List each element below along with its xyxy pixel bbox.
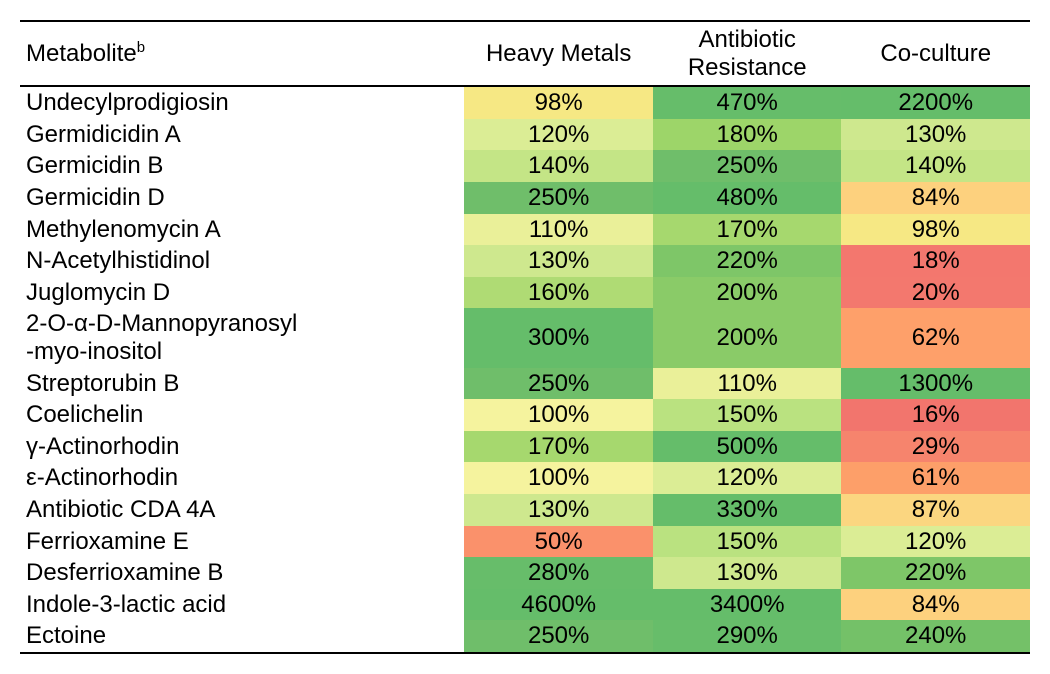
metabolite-heatmap-table: Metaboliteb Heavy Metals Antibiotic Resi… bbox=[20, 20, 1030, 654]
heatmap-cell: 120% bbox=[464, 119, 653, 151]
heatmap-cell: 120% bbox=[653, 462, 842, 494]
row-label: γ-Actinorhodin bbox=[20, 431, 464, 463]
col-header-heavy-metals: Heavy Metals bbox=[464, 21, 653, 86]
heatmap-cell: 140% bbox=[841, 150, 1030, 182]
col-header-metabolite-sup: b bbox=[137, 39, 145, 56]
table-row: Germicidin B140%250%140% bbox=[20, 150, 1030, 182]
row-label: Antibiotic CDA 4A bbox=[20, 494, 464, 526]
row-label: Methylenomycin A bbox=[20, 214, 464, 246]
table-row: Desferrioxamine B280%130%220% bbox=[20, 557, 1030, 589]
heatmap-cell: 16% bbox=[841, 399, 1030, 431]
heatmap-cell: 250% bbox=[653, 150, 842, 182]
heatmap-cell: 4600% bbox=[464, 589, 653, 621]
table-header-row: Metaboliteb Heavy Metals Antibiotic Resi… bbox=[20, 21, 1030, 86]
heatmap-cell: 220% bbox=[841, 557, 1030, 589]
heatmap-cell: 110% bbox=[464, 214, 653, 246]
row-label: N-Acetylhistidinol bbox=[20, 245, 464, 277]
row-label: Germidicidin A bbox=[20, 119, 464, 151]
heatmap-cell: 84% bbox=[841, 589, 1030, 621]
heatmap-cell: 18% bbox=[841, 245, 1030, 277]
table-row: Undecylprodigiosin98%470%2200% bbox=[20, 86, 1030, 119]
heatmap-cell: 200% bbox=[653, 308, 842, 367]
heatmap-cell: 140% bbox=[464, 150, 653, 182]
table-row: Germidicidin A120%180%130% bbox=[20, 119, 1030, 151]
table-row: Germicidin D250%480%84% bbox=[20, 182, 1030, 214]
table-row: ε-Actinorhodin100%120%61% bbox=[20, 462, 1030, 494]
heatmap-cell: 500% bbox=[653, 431, 842, 463]
heatmap-cell: 130% bbox=[653, 557, 842, 589]
heatmap-cell: 200% bbox=[653, 277, 842, 309]
heatmap-cell: 280% bbox=[464, 557, 653, 589]
heatmap-cell: 150% bbox=[653, 399, 842, 431]
heatmap-cell: 170% bbox=[653, 214, 842, 246]
col-header-metabolite: Metaboliteb bbox=[20, 21, 464, 86]
heatmap-cell: 98% bbox=[841, 214, 1030, 246]
heatmap-cell: 87% bbox=[841, 494, 1030, 526]
heatmap-cell: 50% bbox=[464, 526, 653, 558]
heatmap-cell: 220% bbox=[653, 245, 842, 277]
heatmap-cell: 250% bbox=[464, 182, 653, 214]
row-label: Coelichelin bbox=[20, 399, 464, 431]
heatmap-cell: 250% bbox=[464, 368, 653, 400]
heatmap-cell: 2200% bbox=[841, 86, 1030, 119]
row-label: 2-O-α-D-Mannopyranosyl -myo-inositol bbox=[20, 308, 464, 367]
heatmap-cell: 120% bbox=[841, 526, 1030, 558]
col-header-antibiotic-resistance: Antibiotic Resistance bbox=[653, 21, 842, 86]
heatmap-cell: 3400% bbox=[653, 589, 842, 621]
row-label: Ectoine bbox=[20, 620, 464, 653]
heatmap-cell: 250% bbox=[464, 620, 653, 653]
heatmap-cell: 130% bbox=[464, 245, 653, 277]
table-row: Ectoine250%290%240% bbox=[20, 620, 1030, 653]
row-label: Juglomycin D bbox=[20, 277, 464, 309]
heatmap-cell: 160% bbox=[464, 277, 653, 309]
table-row: Methylenomycin A110%170%98% bbox=[20, 214, 1030, 246]
heatmap-cell: 98% bbox=[464, 86, 653, 119]
table-row: Antibiotic CDA 4A130%330%87% bbox=[20, 494, 1030, 526]
table-row: Juglomycin D160%200%20% bbox=[20, 277, 1030, 309]
heatmap-cell: 29% bbox=[841, 431, 1030, 463]
heatmap-cell: 330% bbox=[653, 494, 842, 526]
row-label: Germicidin B bbox=[20, 150, 464, 182]
col-header-co-culture: Co-culture bbox=[841, 21, 1030, 86]
heatmap-cell: 20% bbox=[841, 277, 1030, 309]
table-row: Streptorubin B250%110%1300% bbox=[20, 368, 1030, 400]
heatmap-cell: 110% bbox=[653, 368, 842, 400]
table-row: 2-O-α-D-Mannopyranosyl -myo-inositol300%… bbox=[20, 308, 1030, 367]
table-row: N-Acetylhistidinol130%220%18% bbox=[20, 245, 1030, 277]
row-label: ε-Actinorhodin bbox=[20, 462, 464, 494]
heatmap-cell: 1300% bbox=[841, 368, 1030, 400]
row-label: Desferrioxamine B bbox=[20, 557, 464, 589]
row-label: Streptorubin B bbox=[20, 368, 464, 400]
heatmap-cell: 180% bbox=[653, 119, 842, 151]
heatmap-cell: 240% bbox=[841, 620, 1030, 653]
row-label: Ferrioxamine E bbox=[20, 526, 464, 558]
table-row: Coelichelin100%150%16% bbox=[20, 399, 1030, 431]
heatmap-cell: 130% bbox=[841, 119, 1030, 151]
row-label: Germicidin D bbox=[20, 182, 464, 214]
heatmap-cell: 61% bbox=[841, 462, 1030, 494]
row-label: Indole-3-lactic acid bbox=[20, 589, 464, 621]
heatmap-cell: 300% bbox=[464, 308, 653, 367]
heatmap-cell: 62% bbox=[841, 308, 1030, 367]
heatmap-cell: 480% bbox=[653, 182, 842, 214]
heatmap-cell: 150% bbox=[653, 526, 842, 558]
heatmap-cell: 130% bbox=[464, 494, 653, 526]
heatmap-cell: 84% bbox=[841, 182, 1030, 214]
table-row: Ferrioxamine E50%150%120% bbox=[20, 526, 1030, 558]
col-header-metabolite-text: Metabolite bbox=[26, 40, 137, 67]
heatmap-cell: 100% bbox=[464, 399, 653, 431]
heatmap-cell: 100% bbox=[464, 462, 653, 494]
heatmap-cell: 290% bbox=[653, 620, 842, 653]
heatmap-cell: 170% bbox=[464, 431, 653, 463]
table-row: γ-Actinorhodin170%500%29% bbox=[20, 431, 1030, 463]
row-label: Undecylprodigiosin bbox=[20, 86, 464, 119]
table: Metaboliteb Heavy Metals Antibiotic Resi… bbox=[20, 20, 1030, 654]
table-body: Undecylprodigiosin98%470%2200%Germidicid… bbox=[20, 86, 1030, 653]
table-row: Indole-3-lactic acid4600%3400%84% bbox=[20, 589, 1030, 621]
heatmap-cell: 470% bbox=[653, 86, 842, 119]
